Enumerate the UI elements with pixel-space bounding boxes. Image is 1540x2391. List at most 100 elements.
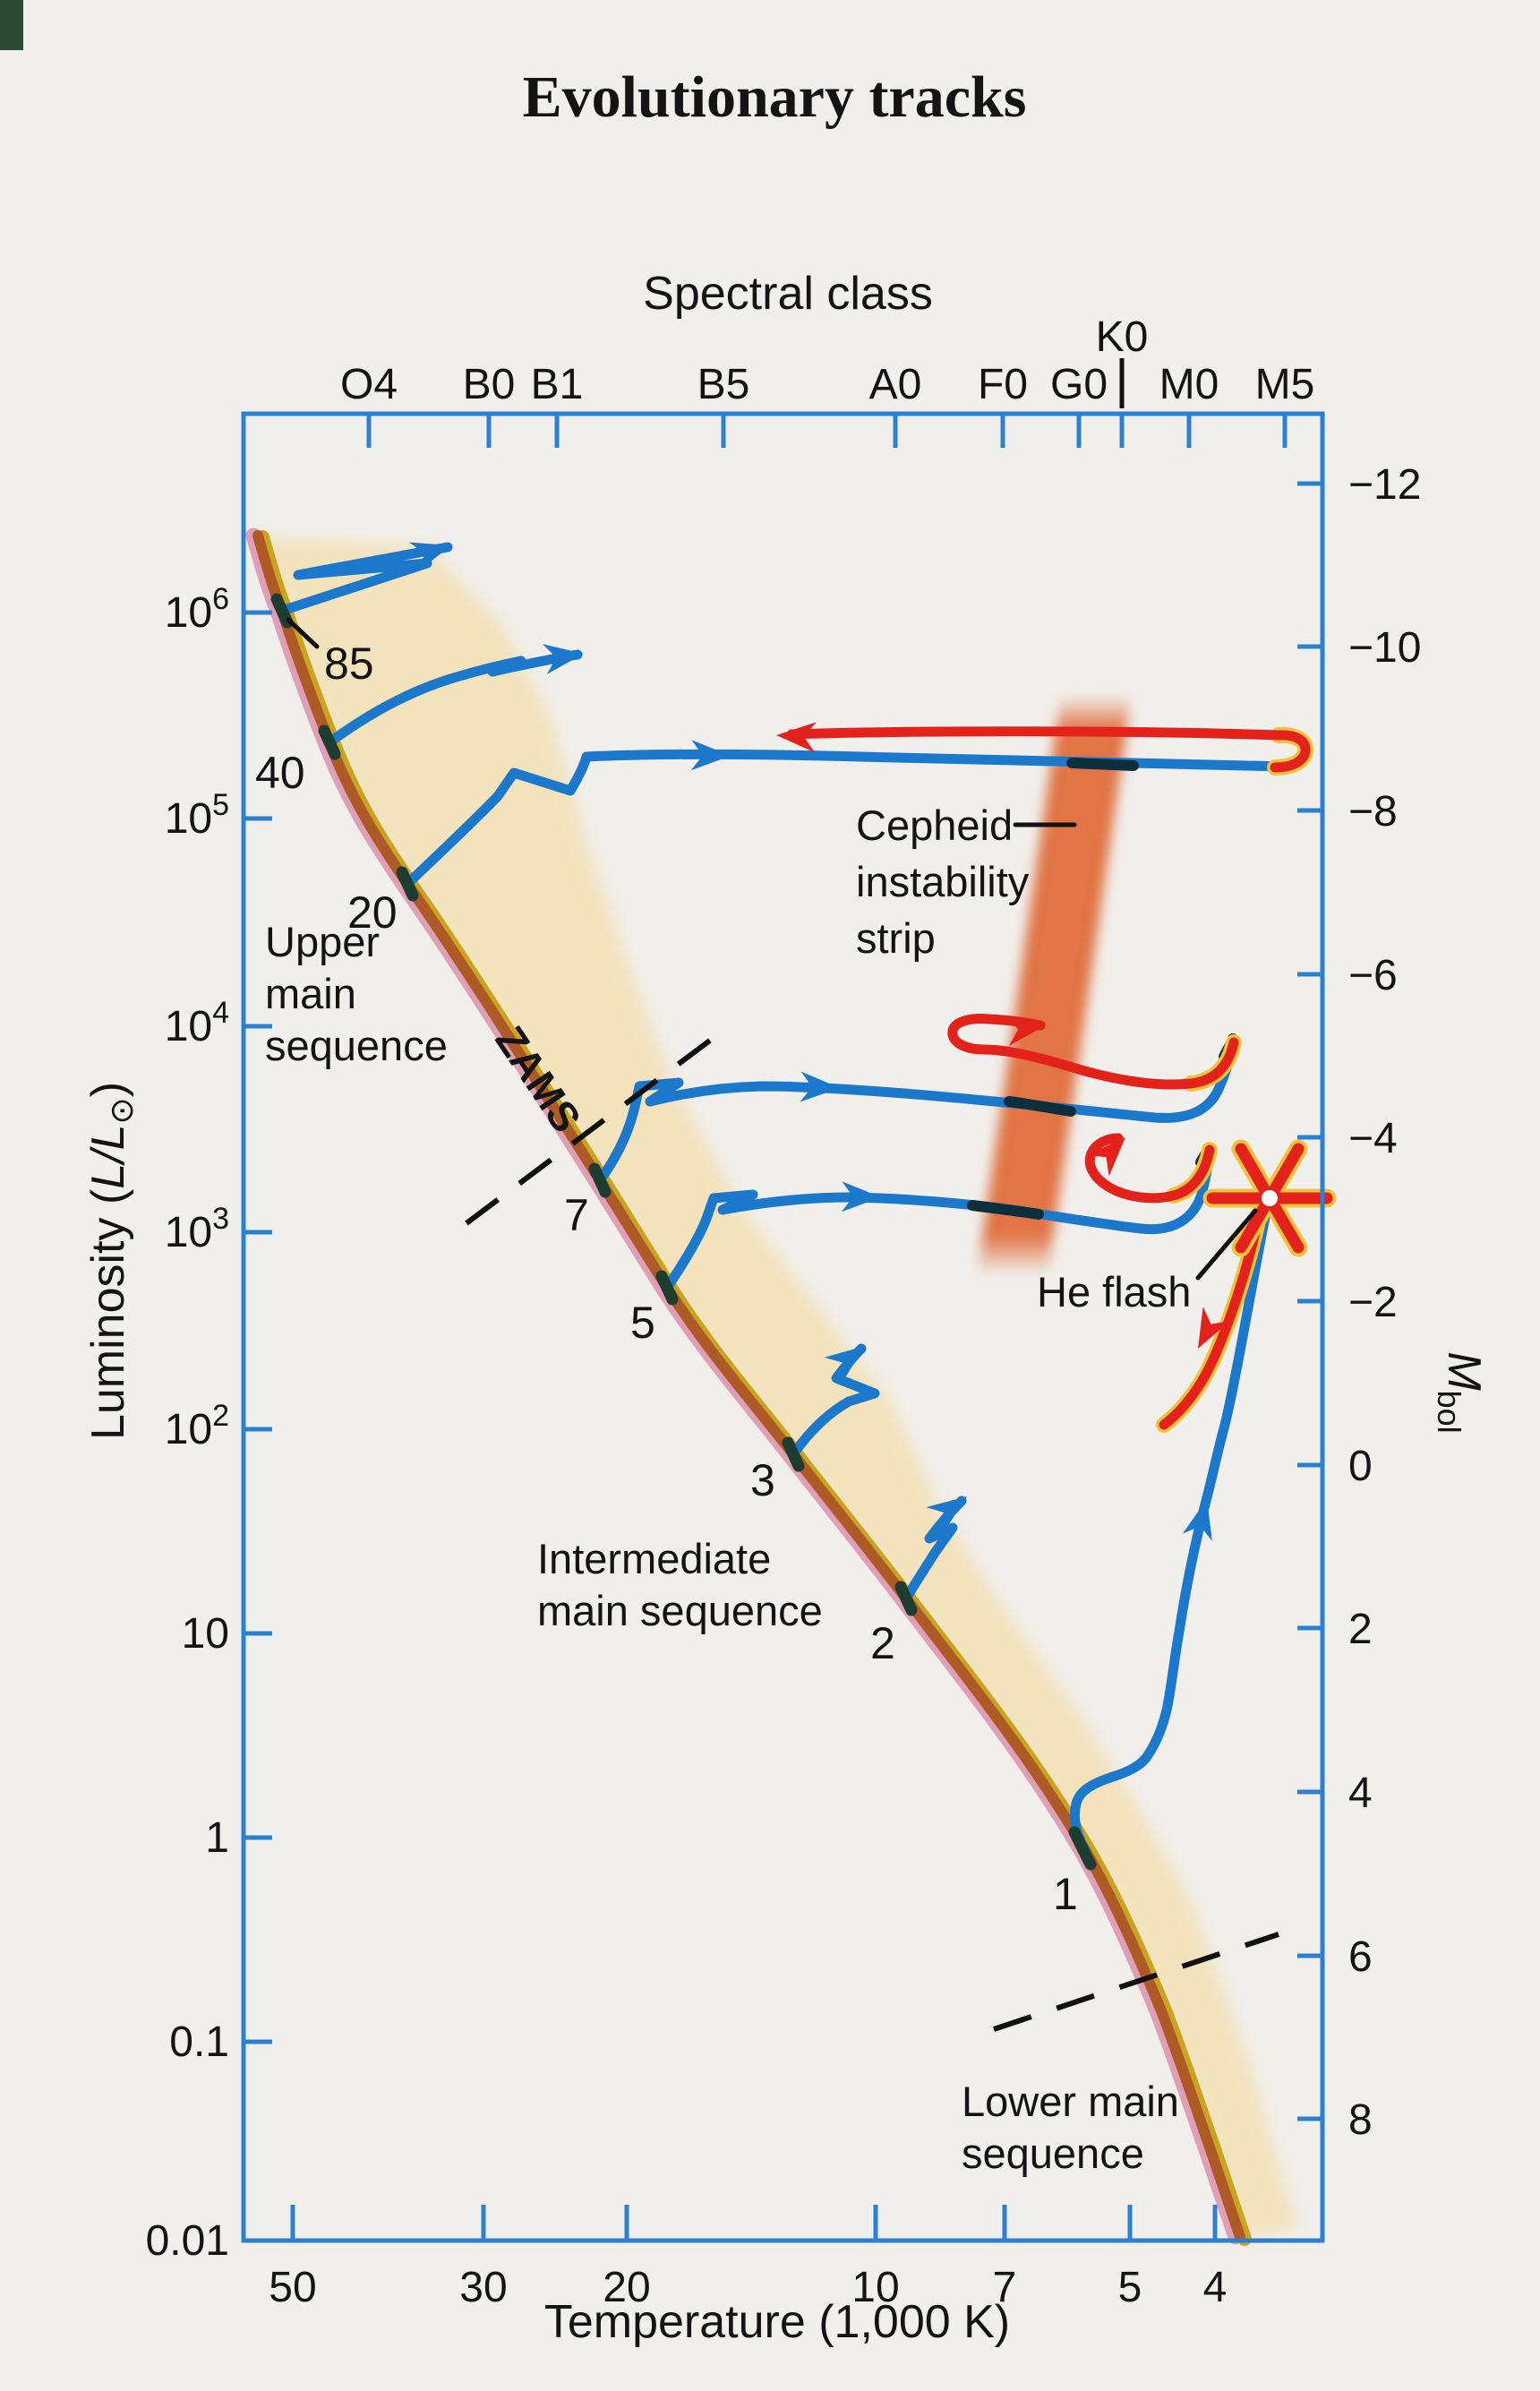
lum-1e2: 102 [165,1399,229,1453]
spectral-A0: A0 [869,361,922,408]
track-40msun-blue [324,649,583,748]
mbol-4: 4 [1348,1770,1373,1817]
mass-20: 20 [347,887,398,938]
zams-dot-85 [270,593,294,629]
mbol-2: 2 [1348,1606,1373,1653]
lum-0p01: 0.01 [146,2217,229,2265]
left-axis-title: Luminosity (L/L⊙) [82,1082,140,1440]
spectral-F0: F0 [978,361,1028,408]
lower-main-sequence-divider-dashed [993,1932,1279,2032]
mbol--10: −10 [1348,624,1421,672]
zams-dot-2 [894,1581,918,1616]
spectral-K0: K0 [1096,313,1149,361]
mbol--6: −6 [1348,952,1398,999]
cepheid-line1: Cepheid [856,801,1013,849]
lower-main-sequence-label: Lower main sequence [962,2078,1179,2177]
lum-1e4: 104 [165,996,229,1050]
left-axis-ticks [244,610,272,2044]
lower-ms-line1: Lower main [962,2078,1179,2125]
track-85msun-blue [277,542,453,616]
cepheid-line3: strip [856,914,936,962]
bottom-axis-ticks [290,2205,1218,2239]
mass-5: 5 [630,1298,655,1348]
zams-dot-3 [782,1436,805,1472]
spectral-M0: M0 [1159,361,1219,408]
top-axis-title: Spectral class [643,268,933,320]
mass-2: 2 [870,1618,895,1668]
left-axis-labels: 106 105 104 103 102 10 1 0.1 0.01 [146,582,229,2265]
track-7msun-red-loop [947,1014,1239,1090]
temp-7: 7 [993,2264,1017,2311]
mbol--8: −8 [1348,788,1398,836]
upper-intermediate-divider-dashed [465,1029,723,1226]
temp-50: 50 [269,2264,316,2311]
cepheid-strip-label: Cepheid instability strip [856,801,1030,962]
spectral-B5: B5 [697,361,750,408]
mbol--4: −4 [1348,1115,1398,1162]
right-axis-title: Mbol [1431,1351,1490,1433]
spectral-G0: G0 [1050,361,1108,408]
track-20msun-red-return [786,726,1311,773]
he-flash-star-icon [1202,1139,1337,1257]
upper-ms-line2: main [265,970,356,1017]
lum-1e5: 105 [165,788,229,843]
mass-40: 40 [255,748,305,798]
right-axis-ticks [1297,481,1322,2121]
temp-30: 30 [459,2264,507,2311]
top-axis-ticks [366,416,1288,448]
scan-edge-artifact [0,0,23,50]
top-axis-labels: O4 B0 B1 B5 A0 F0 G0 K0 M0 M5 [340,313,1314,408]
mbol--12: −12 [1348,461,1421,509]
slow-segment-7msun [1004,1096,1076,1117]
he-flash-label: He flash [1037,1268,1191,1315]
spectral-B0: B0 [463,361,516,408]
plot-frame [241,411,1325,2243]
lum-1e6: 106 [165,582,229,637]
zams-dot-1 [1068,1826,1097,1871]
mass-85-pointer-line [286,617,320,649]
spectral-B1: B1 [531,361,584,408]
mass-1: 1 [1053,1869,1078,1919]
track-1msun-blue [1069,1207,1271,1855]
zams-dot-20 [396,866,419,902]
zams-dot-7 [588,1162,612,1198]
right-axis-labels: −12 −10 −8 −6 −4 −2 0 2 4 6 8 [1348,461,1421,2144]
upper-ms-line3: sequence [265,1022,448,1069]
slow-segment-5msun [967,1200,1044,1220]
temp-4: 4 [1203,2264,1228,2311]
mbol-0: 0 [1348,1443,1373,1490]
track-7msun-blue [595,1037,1239,1186]
temp-20: 20 [603,2264,650,2311]
slow-segment-20msun [1066,758,1139,771]
cepheid-instability-strip [977,695,1132,1275]
he-flash-pointer-line [1195,1208,1258,1281]
lum-1e3: 103 [165,1202,229,1256]
mass-3: 3 [750,1455,775,1505]
intermediate-ms-line2: main sequence [537,1587,823,1634]
bottom-axis-title: Temperature (1,000 K) [544,2296,1010,2348]
figure-title: Evolutionary tracks [523,64,1027,130]
upper-ms-line1: Upper [265,918,380,965]
spectral-O4: O4 [340,361,398,408]
temp-10: 10 [851,2264,899,2311]
zams-dot-40 [318,724,341,760]
main-sequence-band [258,536,1298,2237]
upper-main-sequence-label: Upper main sequence [265,918,448,1069]
track-1msun-red-descent [1159,1220,1262,1430]
mass-85: 85 [324,638,374,689]
temp-5: 5 [1118,2264,1142,2311]
bottom-axis-labels: 50 30 20 10 7 5 4 [269,2264,1227,2311]
mbol-8: 8 [1348,2096,1373,2144]
mass-labels: 85 40 20 7 5 3 2 1 [255,638,1078,1919]
track-5msun-red-loop [1084,1133,1215,1204]
lum-0p1: 0.1 [169,2018,229,2066]
mbol-6: 6 [1348,1933,1373,1981]
lum-1: 1 [205,1814,229,1862]
zams-dot-5 [655,1270,679,1306]
lum-10: 10 [182,1610,229,1658]
mass-7: 7 [564,1190,589,1240]
mbol--2: −2 [1348,1279,1398,1326]
spectral-M5: M5 [1255,361,1315,408]
